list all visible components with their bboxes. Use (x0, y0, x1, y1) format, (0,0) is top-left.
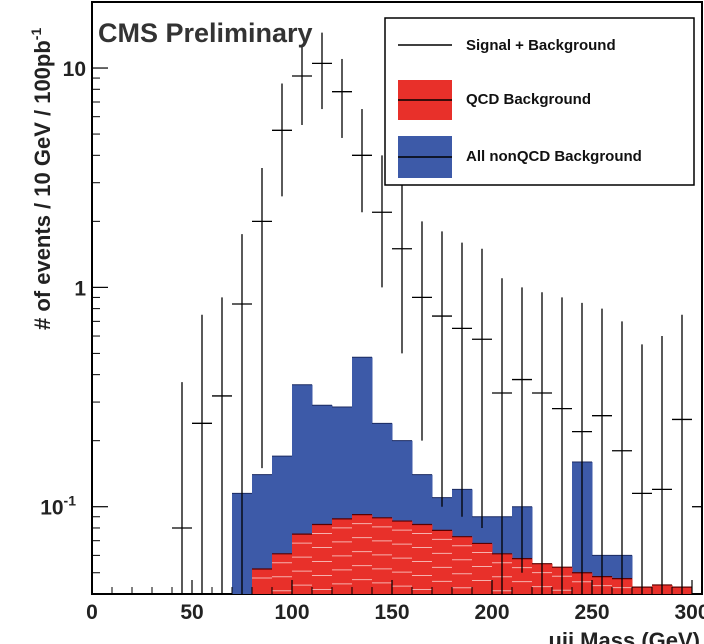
x-tick-label: 0 (86, 601, 98, 624)
qcd-bin (372, 517, 393, 594)
legend: Signal + Background QCD Background All n… (384, 17, 695, 186)
x-axis-ticks: 0 50 100 150 200 250 300 (86, 580, 704, 624)
qcd-bin (252, 569, 273, 594)
qcd-bin (272, 553, 293, 594)
x-tick-label: 250 (574, 601, 609, 624)
qcd-bin (412, 524, 433, 594)
y-tick-label: 1 (74, 277, 86, 300)
qcd-bin (332, 518, 353, 594)
x-tick-label: 50 (180, 601, 203, 624)
x-tick-label: 150 (374, 601, 409, 624)
y-axis-ticks: 10 1 10-1 (40, 1, 108, 595)
signal-points (172, 32, 703, 594)
x-tick-label: 200 (474, 601, 509, 624)
nonqcd-bin (252, 474, 273, 594)
qcd-bin (452, 536, 473, 594)
qcd-bin (432, 530, 453, 594)
legend-signal-label: Signal + Background (466, 37, 616, 54)
qcd-bin (352, 514, 373, 594)
y-tick-label: 10 (63, 58, 86, 81)
x-tick-label: 300 (674, 601, 704, 624)
legend-qcd-label: QCD Background (466, 91, 591, 108)
y-tick-label: 10-1 (40, 493, 76, 520)
qcd-bin (472, 543, 493, 594)
x-axis-label: μjj Mass (GeV) (548, 628, 700, 644)
qcd-bin (392, 521, 413, 594)
y-axis-label: # of events / 10 GeV / 100pb-1 (28, 28, 55, 330)
x-tick-label: 100 (274, 601, 309, 624)
legend-nonqcd-label: All nonQCD Background (466, 148, 642, 165)
qcd-bin (312, 524, 333, 594)
qcd-bin (292, 534, 313, 594)
chart-title: CMS Preliminary (98, 18, 313, 48)
